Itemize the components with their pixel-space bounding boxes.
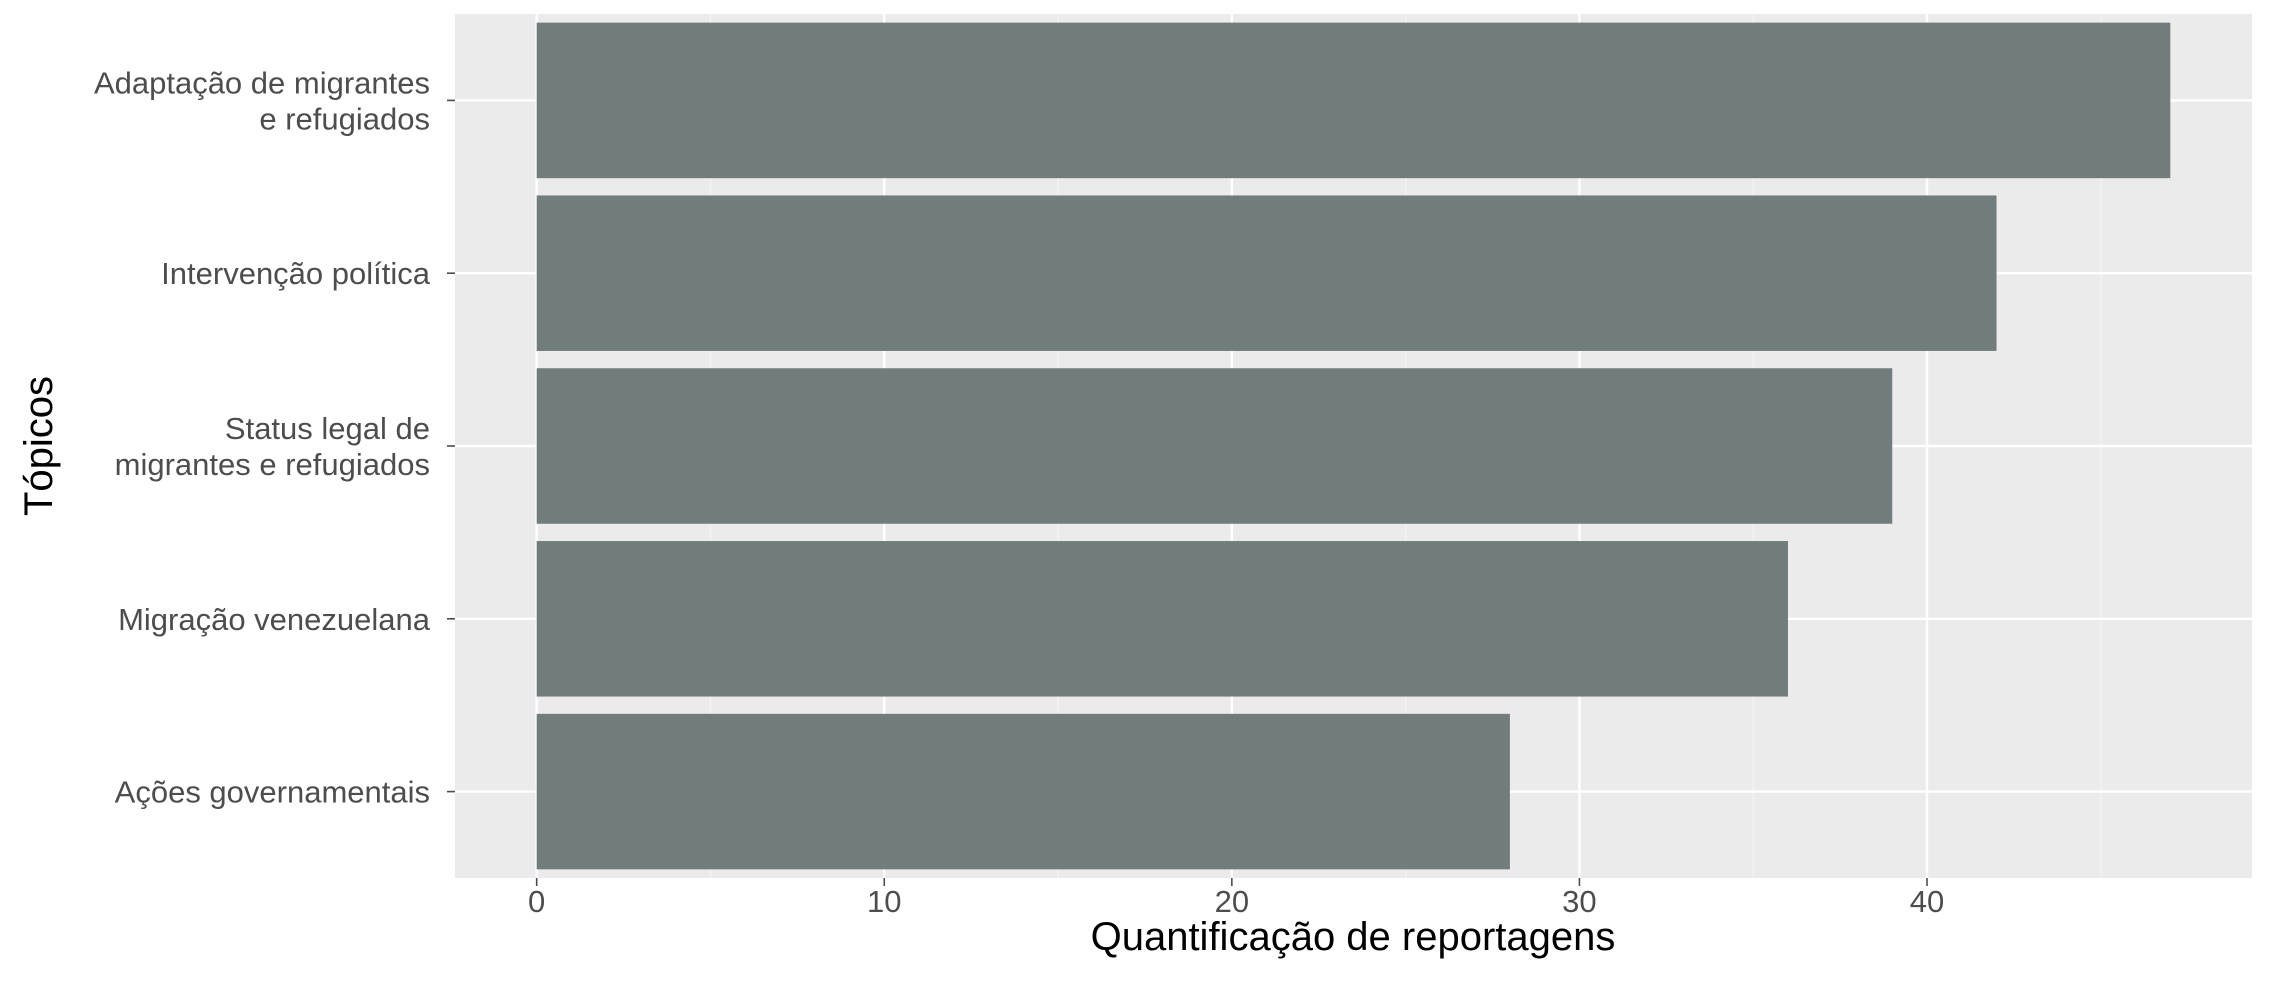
- x-tick-label: 40: [1910, 884, 1944, 919]
- y-axis-title: Tópicos: [17, 376, 61, 516]
- y-tick-label: Ações governamentais: [115, 775, 430, 810]
- y-axis: Adaptação de migrantes e refugiados Interv…: [94, 65, 455, 810]
- x-tick-label: 30: [1562, 884, 1596, 919]
- bar: [536, 541, 1788, 697]
- bar: [536, 368, 1893, 524]
- bars: [536, 22, 2171, 870]
- y-tick-label: Migração venezuelana: [118, 602, 431, 637]
- y-tick-label: Status legal de migrantes e refugiados: [115, 411, 430, 482]
- x-tick-label: 20: [1215, 884, 1249, 919]
- bar: [536, 195, 1997, 351]
- y-tick-label: Adaptação de migrantes e refugiados: [94, 65, 430, 136]
- x-axis: 0 10 20 30 40: [528, 878, 1944, 919]
- x-tick-label: 0: [528, 884, 545, 919]
- bar: [536, 713, 1510, 870]
- x-tick-label: 10: [867, 884, 901, 919]
- bar: [536, 22, 2171, 179]
- x-axis-title: Quantificação de reportagens: [1091, 915, 1616, 959]
- y-tick-label: Intervenção política: [161, 256, 431, 291]
